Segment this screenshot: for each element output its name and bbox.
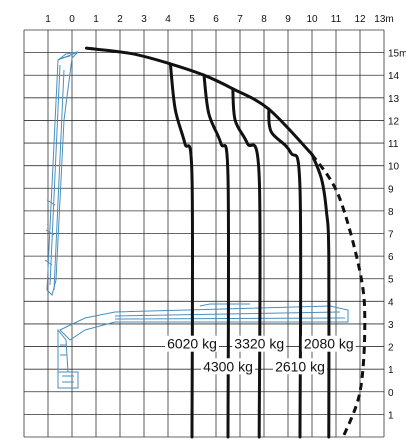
y-tick-label: 0	[388, 388, 394, 399]
y-tick-label: 6	[388, 252, 394, 263]
load-label-background	[301, 335, 356, 352]
y-tick-label: 7	[388, 230, 394, 241]
crane-base	[57, 371, 79, 389]
load-curve	[168, 62, 195, 439]
load-label-background	[165, 335, 219, 352]
crane-vertical-boom-hydraulics	[57, 51, 79, 61]
y-tick-label: 1	[388, 365, 394, 376]
x-tick-label: 6	[213, 14, 219, 25]
x-tick-label: 12	[354, 14, 366, 25]
y-tick-label: 9	[388, 184, 394, 195]
x-tick-label: 1	[45, 14, 51, 25]
crane-vertical-boom-inner	[44, 64, 65, 291]
reach-envelope-extension	[310, 153, 367, 438]
crane-vertical-boom	[46, 51, 79, 296]
x-tick-label: 2	[117, 14, 123, 25]
chart-grid	[23, 29, 385, 438]
load-curve	[310, 152, 331, 439]
y-tick-label: 14	[388, 71, 400, 82]
x-tick-label: 7	[237, 14, 243, 25]
load-label: 6020 kg	[167, 336, 217, 352]
x-tick-label: 8	[261, 14, 267, 25]
load-label: 4300 kg	[203, 358, 253, 374]
y-tick-label: 13	[388, 94, 400, 105]
y-tick-label: 8	[388, 207, 394, 218]
crane-horizontal-boom	[59, 305, 349, 341]
load-label-background	[232, 335, 287, 352]
x-tick-label: 1	[93, 14, 99, 25]
load-label-background	[201, 358, 255, 375]
y-tick-label: 4	[388, 297, 394, 308]
load-curve	[202, 73, 231, 439]
y-tick-label: 3	[388, 320, 394, 331]
y-tick-label: 11	[388, 139, 399, 150]
x-tick-label: 4	[165, 14, 171, 25]
x-tick-label: 3	[141, 14, 147, 25]
x-tick-label: 11	[331, 14, 342, 25]
load-labels: 6020 kg 4300 kg 3320 kg 2610 kg 2080 kg	[165, 335, 356, 375]
y-tick-label: 2	[388, 343, 394, 354]
load-label: 2080 kg	[304, 336, 354, 352]
load-curve	[231, 87, 262, 439]
y-tick-label: 1	[388, 410, 394, 421]
x-tick-label: 0	[69, 14, 75, 25]
y-tick-label: 12	[388, 116, 400, 127]
x-tick-label: 9	[285, 14, 291, 25]
x-tick-label: 5	[189, 14, 195, 25]
x-tick-label: 13m	[374, 14, 393, 25]
load-curve	[267, 107, 303, 439]
load-label-background	[273, 358, 327, 375]
y-tick-label: 5	[388, 275, 394, 286]
y-tick-label: 10	[388, 162, 400, 173]
y-tick-label: 15m	[388, 49, 406, 60]
load-label: 3320 kg	[234, 336, 284, 352]
x-axis-ticks: 1 0 1 2 3 4 5 6 7 8 9 10 11 12 13m	[45, 14, 394, 25]
x-tick-label: 10	[306, 14, 318, 25]
load-curves	[84, 46, 367, 439]
load-label: 2610 kg	[275, 358, 325, 374]
